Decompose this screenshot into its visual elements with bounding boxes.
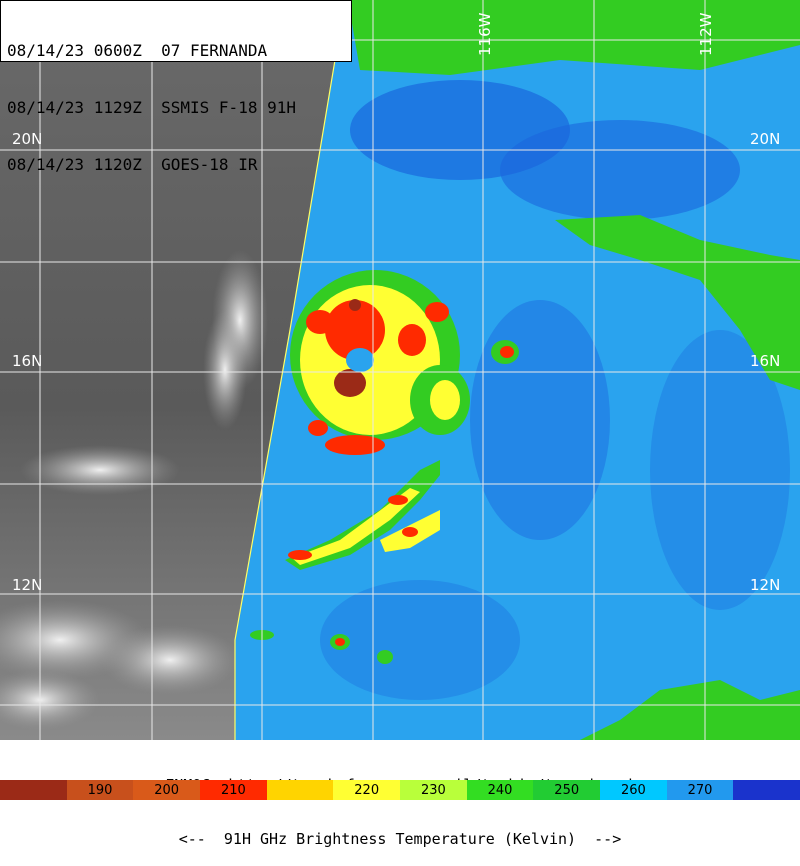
colorbar-segment: 240: [466, 780, 534, 800]
colorbar-segment: 210: [200, 780, 267, 800]
lat-label-12n-left: 12N: [12, 576, 43, 594]
lat-label-16n-right: 16N: [750, 352, 781, 370]
satellite-image: [0, 0, 800, 740]
colorbar-segment: 190: [66, 780, 134, 800]
lat-lon-grid: [0, 0, 800, 740]
header-box: 08/14/23 0600Z 07 FERNANDA 08/14/23 1129…: [0, 0, 352, 174]
footer-legend-title: <-- 91H GHz Brightness Temperature (Kelv…: [178, 830, 622, 848]
colorbar-segment: [266, 780, 334, 800]
colorbar-segment: 230: [400, 780, 467, 800]
colorbar-segment: [733, 780, 800, 800]
lat-label-20n-left: 20N: [12, 130, 43, 148]
colorbar-segment: 200: [133, 780, 201, 800]
header-line-sensor: 08/14/23 1129Z SSMIS F-18 91H: [7, 98, 296, 117]
lat-label-16n-left: 16N: [12, 352, 43, 370]
colorbar-segment: 270: [666, 780, 734, 800]
colorbar-segment: 220: [333, 780, 401, 800]
header-line-storm: 08/14/23 0600Z 07 FERNANDA: [7, 41, 268, 60]
colorbar-segment: 260: [600, 780, 667, 800]
microwave-swath: [234, 0, 800, 740]
ir-clouds: [0, 250, 268, 730]
header-line-ir: 08/14/23 1120Z GOES-18 IR: [7, 155, 258, 174]
colorbar: 190 200 210 220 230 240 250 260 270: [0, 780, 800, 800]
footer: FNMOC http://tcweb.fnmoc.navy.mil/tc-bin…: [0, 740, 800, 848]
lon-label-116w: 116W: [476, 12, 494, 56]
lon-label-112w: 112W: [697, 12, 715, 56]
lat-label-12n-right: 12N: [750, 576, 781, 594]
colorbar-segment: [0, 780, 67, 800]
colorbar-segment: 250: [533, 780, 601, 800]
lat-label-20n-right: 20N: [750, 130, 781, 148]
